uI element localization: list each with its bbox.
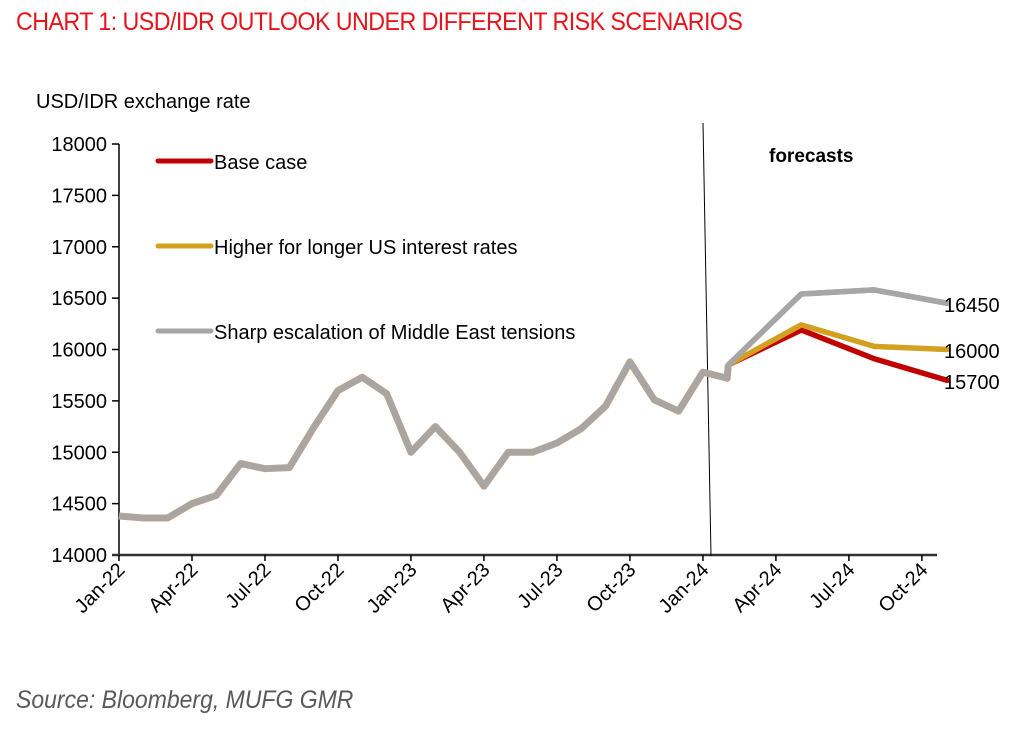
- y-tick-label: 16500: [51, 288, 107, 310]
- y-tick-label: 18000: [51, 134, 107, 156]
- legend: Base case Higher for longer US interest r…: [155, 152, 575, 344]
- y-axis-label: USD/IDR exchange rate: [36, 91, 251, 113]
- legend-label: Higher for longer US interest rates: [214, 237, 517, 259]
- end-value-label: 16450: [944, 295, 1000, 317]
- x-tick-label: Jul-24: [805, 559, 859, 613]
- x-tick-label: Jul-22: [221, 559, 275, 613]
- series-forecast-3-top: [725, 287, 950, 368]
- x-tick-label: Apr-22: [145, 559, 203, 617]
- source-note: Source: Bloomberg, MUFG GMR: [16, 686, 354, 714]
- forecast-divider: [702, 122, 712, 557]
- legend-label: Base case: [214, 152, 307, 174]
- forecasts-annotation: forecasts: [769, 146, 854, 167]
- x-tick-label: Oct-22: [291, 559, 349, 617]
- series-forecast-2: [725, 322, 950, 368]
- y-tick-label: 16000: [51, 340, 107, 362]
- end-labels: 15700 16000 16450: [944, 295, 1000, 394]
- x-tick-label: Oct-24: [874, 559, 932, 617]
- x-axis: Jan-22 Apr-22 Jul-22 Oct-22 Jan-23 Apr-23 Jul-…: [71, 553, 937, 618]
- x-tick-label: Jan-23: [363, 559, 422, 618]
- series-forecast-3: [725, 287, 950, 368]
- x-tick-label: Apr-23: [436, 559, 494, 617]
- chart-title: CHART 1: USD/IDR OUTLOOK UNDER DIFFERENT…: [16, 8, 743, 36]
- y-tick-label: 15000: [51, 442, 107, 464]
- x-tick-label: Apr-24: [728, 559, 786, 617]
- y-tick-label: 14000: [51, 545, 107, 567]
- y-tick-label: 17500: [51, 185, 107, 207]
- series-lines: [118, 287, 950, 522]
- x-tick-label: Jul-23: [513, 559, 567, 613]
- y-axis: 14000 14500 15000 15500 16000 16500 17000 17500…: [51, 134, 120, 567]
- y-tick-label: 17000: [51, 237, 107, 259]
- y-tick-label: 15500: [51, 391, 107, 413]
- x-tick-label: Jan-24: [655, 559, 714, 618]
- end-value-label: 15700: [944, 372, 1000, 394]
- legend-label: Sharp escalation of Middle East tensions: [214, 322, 575, 344]
- history-line: [118, 359, 731, 521]
- end-value-label: 16000: [944, 341, 1000, 363]
- x-tick-label: Oct-23: [582, 559, 640, 617]
- x-tick-label: Jan-22: [71, 559, 130, 618]
- y-tick-label: 14500: [51, 494, 107, 516]
